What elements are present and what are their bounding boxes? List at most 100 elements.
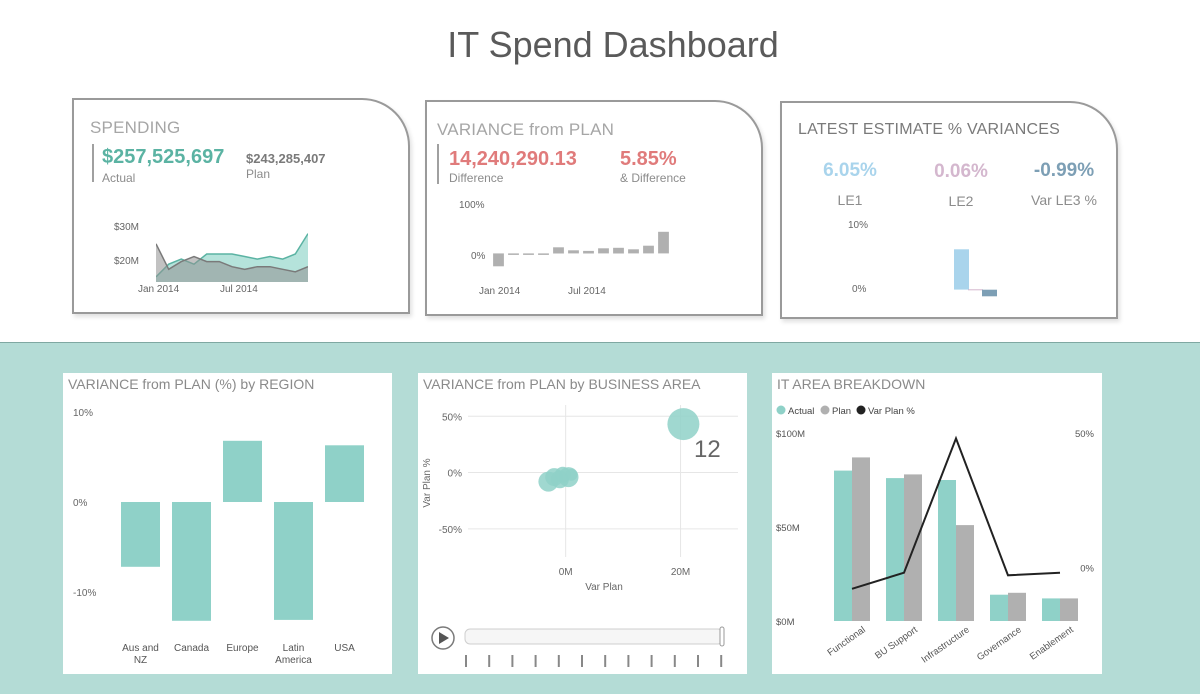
latest-title: LATEST ESTIMATE % VARIANCES xyxy=(798,121,1061,138)
variance-bar xyxy=(583,250,594,254)
breakdown-bar xyxy=(1042,598,1060,621)
latest-estimate-card[interactable]: LATEST ESTIMATE % VARIANCES 6.05% LE1 0.… xyxy=(780,101,1118,319)
y-tick: 100% xyxy=(459,200,485,211)
variance-bar xyxy=(613,247,624,254)
le-bar xyxy=(954,249,969,290)
play-tick-label: 7 xyxy=(602,673,609,674)
breakdown-bar xyxy=(834,470,852,621)
play-tick-label: 3 xyxy=(509,673,516,674)
play-tick-label: 12 xyxy=(715,673,729,674)
y-right-tick: 50% xyxy=(1075,429,1095,440)
play-slider-track xyxy=(464,628,724,645)
x-axis-label: Var Plan xyxy=(585,582,623,593)
page-title: IT Spend Dashboard xyxy=(447,24,779,65)
y-tick: 0% xyxy=(852,284,867,295)
y-tick: -50% xyxy=(439,525,462,536)
le-bar xyxy=(982,289,997,297)
variance-bar xyxy=(658,231,669,254)
legend-marker xyxy=(856,405,866,415)
y-right-tick: 0% xyxy=(1080,563,1094,574)
x-tick: Jan 2014 xyxy=(138,284,180,295)
x-tick-label: Aus and NZ xyxy=(122,643,159,666)
pct-difference-value: 5.85% xyxy=(620,148,677,170)
play-axis-value: 12 xyxy=(694,436,721,463)
scatter-bubble xyxy=(667,408,700,441)
spending-card[interactable]: SPENDING $257,525,697 Actual $243,285,40… xyxy=(72,98,410,314)
actual-value: $257,525,697 xyxy=(102,146,225,168)
variance-title: VARIANCE from PLAN xyxy=(437,120,615,139)
area-plan xyxy=(156,243,308,282)
y-tick: 50% xyxy=(442,412,462,423)
variance-bar xyxy=(508,253,519,255)
play-tick-label: 6 xyxy=(579,673,586,674)
play-tick-label: 2 xyxy=(486,673,493,674)
y-left-tick: $100M xyxy=(776,429,805,440)
plan-value: $243,285,407 xyxy=(246,151,326,166)
play-slider-handle xyxy=(719,626,725,647)
y-tick: $20M xyxy=(114,256,140,267)
y-tick: 10% xyxy=(73,408,93,419)
var-plan-line xyxy=(851,435,1061,590)
x-tick-label: USA xyxy=(334,643,355,654)
play-tick-label: 4 xyxy=(532,673,539,674)
x-tick: Jul 2014 xyxy=(220,284,258,295)
breakdown-panel[interactable]: IT AREA BREAKDOWN Actual Plan Var Plan % $1… xyxy=(772,373,1102,674)
legend-marker xyxy=(776,405,786,415)
business-panel[interactable]: VARIANCE from PLAN by BUSINESS AREA 50% 0… xyxy=(418,373,747,674)
y-left-tick: $0M xyxy=(776,617,795,628)
x-tick-label: BU Support xyxy=(873,624,920,661)
breakdown-bar xyxy=(956,525,974,621)
play-tick-label: 11 xyxy=(692,673,705,674)
variance-bar xyxy=(523,253,534,255)
difference-label: Difference xyxy=(449,171,504,185)
play-tick-label: 9 xyxy=(648,673,655,674)
y-axis-label: Var Plan % xyxy=(422,458,433,507)
variance-bar xyxy=(553,247,564,254)
variance-bar xyxy=(493,253,504,267)
region-bar xyxy=(274,502,313,620)
business-title: VARIANCE from PLAN by BUSINESS AREA xyxy=(423,376,701,392)
legend-label: Plan xyxy=(832,406,851,417)
difference-value: 14,240,290.13 xyxy=(449,148,577,170)
breakdown-bar xyxy=(1060,598,1078,621)
play-tick-label: 5 xyxy=(555,673,562,674)
breakdown-bar xyxy=(852,457,870,621)
region-bar xyxy=(172,502,211,621)
region-title: VARIANCE from PLAN (%) by REGION xyxy=(68,376,315,392)
variance-bar xyxy=(628,249,639,254)
legend-label: Var Plan % xyxy=(868,406,915,417)
x-tick: Jul 2014 xyxy=(568,286,606,297)
x-tick-label: Enablement xyxy=(1028,624,1076,662)
scatter-bubble xyxy=(565,468,578,481)
x-tick-label: Canada xyxy=(174,643,209,654)
x-tick-label: Governance xyxy=(975,624,1024,663)
lower-section: VARIANCE from PLAN (%) by REGION 10% 0% -1… xyxy=(0,342,1200,694)
y-tick: 0% xyxy=(448,469,463,480)
breakdown-bar xyxy=(938,480,956,621)
y-tick: $30M xyxy=(114,222,140,233)
le2-value: 0.06% xyxy=(934,161,988,182)
variance-card[interactable]: VARIANCE from PLAN 14,240,290.13 Differe… xyxy=(425,100,763,316)
play-tick-label: 8 xyxy=(625,673,632,674)
spending-title: SPENDING xyxy=(90,118,181,137)
kpi-divider xyxy=(92,144,94,182)
plan-label: Plan xyxy=(246,167,271,181)
y-tick: 0% xyxy=(471,251,486,262)
region-panel[interactable]: VARIANCE from PLAN (%) by REGION 10% 0% -1… xyxy=(63,373,392,674)
variance-bar xyxy=(538,253,549,255)
le-bar xyxy=(968,289,983,291)
breakdown-bar xyxy=(1008,592,1026,621)
play-tick-label: 10 xyxy=(668,673,682,674)
legend-marker xyxy=(820,405,830,415)
variance-bar xyxy=(568,250,579,254)
le2-label: LE2 xyxy=(948,193,974,209)
breakdown-bar xyxy=(886,478,904,621)
line-plan xyxy=(156,243,308,273)
variance-bar xyxy=(598,248,609,254)
region-bar xyxy=(223,440,262,502)
le1-value: 6.05% xyxy=(823,160,877,181)
x-tick-label: Infrastructure xyxy=(920,624,972,665)
y-left-tick: $50M xyxy=(776,523,800,534)
play-icon xyxy=(439,632,449,644)
